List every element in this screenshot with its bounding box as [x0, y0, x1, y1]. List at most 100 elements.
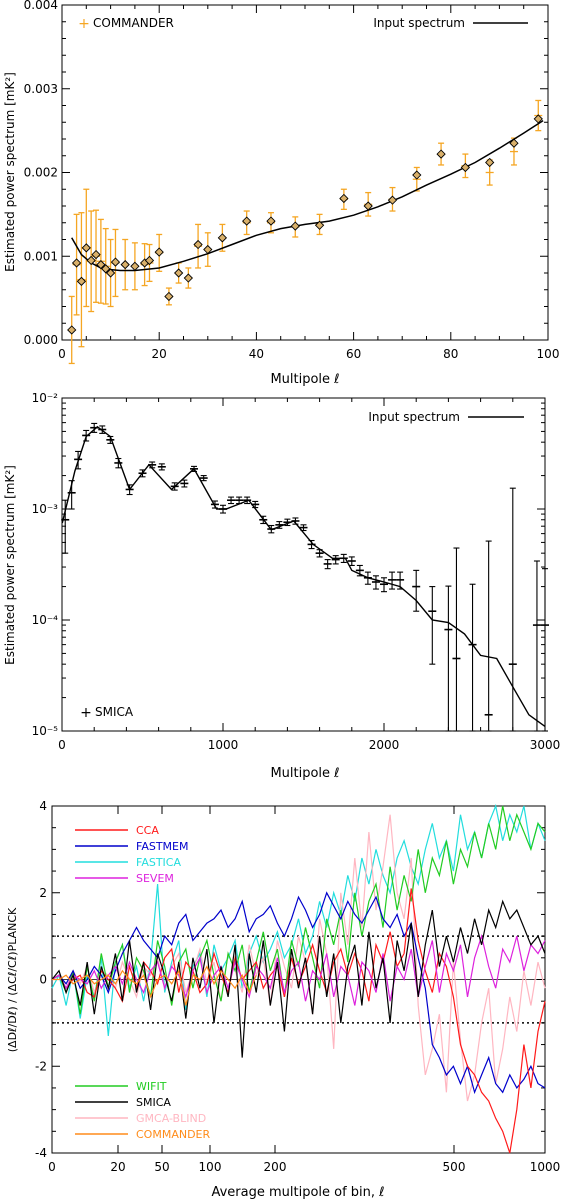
y-tick-label: 0.000 [24, 333, 58, 347]
x-tick-label: 20 [152, 347, 167, 361]
y-tick-label: 0.002 [24, 166, 58, 180]
x-axis-label: Multipole ℓ [270, 372, 339, 387]
legend-label-input-spectrum: Input spectrum [368, 410, 460, 424]
x-axis-label: Average multipole of bin, ℓ [211, 1185, 384, 1200]
y-tick-label: 2 [39, 886, 47, 900]
diamond-point [193, 239, 203, 250]
diamond-point [105, 268, 116, 278]
legend-label-cca: CCA [136, 824, 159, 837]
diamond-point [110, 257, 121, 267]
y-tick-label: 10⁻⁴ [32, 613, 59, 627]
series-line-commander [52, 965, 257, 1006]
y-tick-label: 0.003 [24, 82, 58, 96]
x-tick-label: 80 [443, 347, 458, 361]
legend-marker-commander: + [78, 16, 90, 32]
x-tick-label: 2000 [369, 738, 400, 752]
x-tick-label: 500 [443, 1160, 466, 1174]
y-tick-label: 4 [39, 799, 47, 813]
diamond-point [387, 195, 398, 205]
series-line-cca [51, 888, 546, 1154]
y-tick-label: 10⁻³ [32, 502, 59, 516]
diamond-point [81, 243, 91, 253]
x-tick-label: 20 [110, 1160, 125, 1174]
x-tick-label: 60 [346, 347, 361, 361]
diamond-point [154, 247, 164, 257]
diamond-point [130, 261, 140, 271]
x-tick-label: 100 [199, 1160, 222, 1174]
diamond-point [242, 216, 252, 226]
series-line-wifit [51, 805, 546, 1015]
axis-ticks: 0 1000 2000 3000 10⁻⁵ 10⁻⁴ 10⁻³ 10⁻² [32, 391, 561, 752]
diamond-point [91, 249, 101, 260]
diamond-point [509, 138, 519, 148]
diamond-point [203, 244, 213, 255]
diamond-point [96, 259, 106, 270]
y-tick-label: -4 [35, 1146, 47, 1160]
panel-smica: 0 1000 2000 3000 10⁻⁵ 10⁻⁴ 10⁻³ 10⁻² Multipole … [3, 391, 560, 781]
series-line-smica [51, 899, 546, 1058]
legend-label-wifit: WIFIT [136, 1080, 167, 1093]
plot-data [67, 99, 544, 365]
diamond-point [363, 201, 373, 211]
diamond-point [174, 268, 184, 278]
diamond-point [339, 193, 349, 204]
y-tick-label: 0.001 [24, 249, 58, 263]
legend: Input spectrum + SMICA [80, 410, 524, 721]
diamond-point [436, 149, 446, 159]
plot-data [61, 422, 549, 732]
x-tick-label: 0 [58, 738, 66, 752]
legend-label-gmca-blind: GMCA-BLIND [136, 1112, 206, 1125]
diamond-point [144, 255, 155, 266]
legend-label-input-spectrum: Input spectrum [373, 16, 465, 30]
legend-label-commander: COMMANDER [93, 16, 174, 30]
series-line-fastmem [51, 891, 546, 1095]
plot-data [51, 803, 546, 1154]
diamond-point [533, 114, 543, 124]
diamond-point [71, 258, 82, 268]
x-tick-label: 3000 [530, 738, 561, 752]
diamond-point [164, 291, 174, 302]
diamond-point [266, 216, 276, 226]
diamond-point [314, 220, 325, 230]
y-axis-label: Estimated power spectrum [mK²] [3, 465, 17, 665]
diamond-point [67, 325, 77, 335]
diamond-point [460, 162, 471, 173]
diamond-point [290, 221, 300, 231]
diamond-point [217, 233, 228, 243]
y-axis-label: Estimated power spectrum [mK²] [3, 72, 17, 272]
x-tick-label: 0 [58, 347, 66, 361]
legend: + COMMANDER Input spectrum [78, 16, 528, 32]
legend-label-smica: SMICA [95, 705, 134, 719]
y-tick-label: 0 [39, 973, 47, 987]
plot-frame [61, 397, 546, 732]
axis-ticks: 0 20 50 100 200 500 1000 -4 -2 0 2 4 [35, 799, 560, 1174]
x-tick-label: 0 [48, 1160, 56, 1174]
x-tick-label: 100 [537, 347, 560, 361]
panel-commander: 0 20 40 60 80 100 0.000 0.001 0.002 0.003 0.004 Mu… [3, 0, 559, 387]
x-tick-label: 200 [264, 1160, 287, 1174]
series-line-gmca-blind [51, 814, 546, 1102]
diamond-point [120, 259, 130, 270]
legend-label-smica: SMICA [136, 1096, 171, 1109]
legend-label-commander: COMMANDER [136, 1128, 210, 1141]
panel-relative-errors: 0 20 50 100 200 500 1000 -4 -2 0 2 4 Average multip… [6, 799, 560, 1200]
y-tick-label: 10⁻² [32, 391, 59, 405]
y-tick-label: -2 [35, 1059, 47, 1073]
x-tick-label: 40 [249, 347, 264, 361]
x-tick-label: 1000 [530, 1160, 561, 1174]
diamond-point [86, 255, 96, 266]
legend-label-sevem: SEVEM [136, 872, 174, 885]
diamond-point [101, 264, 111, 274]
diamond-point [76, 276, 87, 287]
y-tick-label: 0.004 [24, 0, 58, 12]
y-axis-label: (ΔDℓ/Dℓ) / (ΔCℓ/Cℓ)PLANCK [6, 907, 19, 1052]
input-spectrum-line [71, 119, 544, 272]
legend-label-fastmem: FASTMEM [136, 840, 188, 853]
x-tick-label: 1000 [208, 738, 239, 752]
diamond-point [485, 157, 495, 168]
x-tick-label: 50 [154, 1160, 169, 1174]
legend-bottom: WIFIT SMICA GMCA-BLIND COMMANDER [75, 1080, 210, 1141]
y-tick-label: 10⁻⁵ [32, 724, 59, 738]
x-axis-label: Multipole ℓ [270, 766, 339, 781]
